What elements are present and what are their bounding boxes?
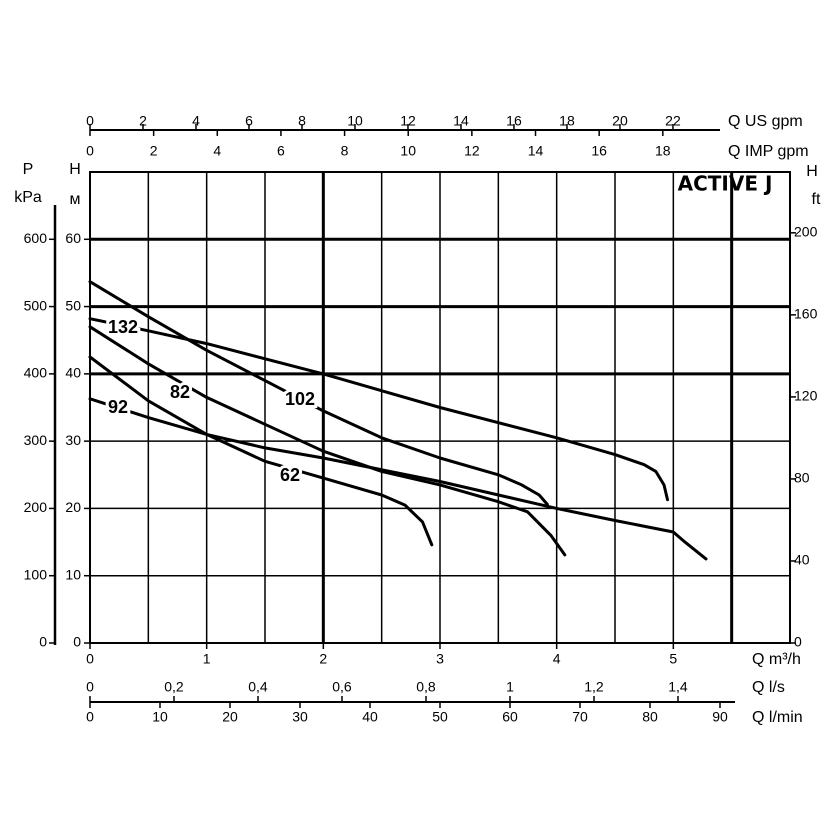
- top-tick-label: 20: [612, 113, 628, 129]
- bottom-tick-label: 70: [572, 709, 588, 725]
- bottom-tick-label: 1,2: [584, 679, 604, 695]
- y-tick-label: 30: [65, 432, 81, 448]
- y-axis-label: H: [69, 161, 81, 178]
- top-tick-label: 6: [245, 113, 253, 129]
- bottom-tick-label: 0: [86, 679, 94, 695]
- chart-title: ACTIVE J: [678, 172, 773, 196]
- pump-curve: [88, 355, 434, 547]
- y2-tick-label: 200: [794, 224, 818, 240]
- y2-axis-unit: ft: [812, 191, 821, 208]
- pressure-tick-label: 600: [24, 230, 48, 246]
- top-tick-label: 10: [400, 143, 416, 159]
- top-axis-label: Q IMP gpm: [728, 143, 809, 160]
- bottom-tick-label: 0,4: [248, 679, 268, 695]
- curve-label: 82: [170, 382, 190, 402]
- top-tick-label: 16: [506, 113, 522, 129]
- top-tick-label: 0: [86, 113, 94, 129]
- pressure-tick-label: 300: [24, 432, 48, 448]
- x-tick-label: 4: [553, 651, 561, 667]
- bottom-tick-label: 1: [506, 679, 514, 695]
- bottom-tick-label: 50: [432, 709, 448, 725]
- bottom-tick-label: 60: [502, 709, 518, 725]
- y-tick-label: 10: [65, 566, 81, 582]
- top-tick-label: 4: [192, 113, 200, 129]
- y2-tick-label: 160: [794, 306, 818, 322]
- top-tick-label: 14: [528, 143, 544, 159]
- top-tick-label: 4: [213, 143, 221, 159]
- pump-curve: [88, 325, 567, 557]
- y-tick-label: 0: [73, 634, 81, 650]
- top-tick-label: 8: [298, 113, 306, 129]
- top-tick-label: 18: [655, 143, 671, 159]
- x-tick-label: 0: [86, 651, 94, 667]
- top-tick-label: 2: [150, 143, 158, 159]
- y2-axis-label: H: [806, 163, 818, 180]
- pressure-axis-unit: kPa: [14, 189, 42, 206]
- curve-label: 132: [108, 317, 138, 337]
- curve-label: 102: [285, 389, 315, 409]
- bottom-tick-label: 0,2: [164, 679, 184, 695]
- pressure-tick-label: 100: [24, 566, 48, 582]
- x-axis-label: Q m³/h: [752, 651, 801, 668]
- bottom-axis-label: Q l/s: [752, 679, 785, 696]
- top-tick-label: 14: [453, 113, 469, 129]
- bottom-tick-label: 90: [712, 709, 728, 725]
- bottom-tick-label: 10: [152, 709, 168, 725]
- pressure-tick-label: 400: [24, 365, 48, 381]
- bottom-tick-label: 0,6: [332, 679, 352, 695]
- top-tick-label: 12: [400, 113, 416, 129]
- y-tick-label: 40: [65, 365, 81, 381]
- pressure-tick-label: 200: [24, 499, 48, 515]
- top-tick-label: 2: [139, 113, 147, 129]
- x-tick-label: 2: [319, 651, 327, 667]
- pressure-tick-label: 0: [39, 634, 47, 650]
- curve-label: 92: [108, 397, 128, 417]
- top-tick-label: 6: [277, 143, 285, 159]
- bottom-tick-label: 20: [222, 709, 238, 725]
- y-axis-unit: м: [70, 191, 81, 208]
- top-tick-label: 16: [591, 143, 607, 159]
- curve-label: 62: [280, 465, 300, 485]
- x-tick-label: 1: [203, 651, 211, 667]
- y-tick-label: 50: [65, 297, 81, 313]
- top-tick-label: 0: [86, 143, 94, 159]
- top-tick-label: 22: [665, 113, 681, 129]
- y2-tick-label: 80: [794, 470, 810, 486]
- top-tick-label: 8: [341, 143, 349, 159]
- pressure-axis-label: P: [23, 161, 34, 178]
- bottom-tick-label: 40: [362, 709, 378, 725]
- pump-curve: [88, 280, 549, 506]
- x-tick-label: 3: [436, 651, 444, 667]
- x-tick-label: 5: [669, 651, 677, 667]
- top-tick-label: 10: [347, 113, 363, 129]
- bottom-tick-label: 30: [292, 709, 308, 725]
- y2-tick-label: 40: [794, 552, 810, 568]
- top-axis-label: Q US gpm: [728, 113, 803, 130]
- bottom-tick-label: 0,8: [416, 679, 436, 695]
- top-tick-label: 12: [464, 143, 480, 159]
- y-tick-label: 60: [65, 230, 81, 246]
- bottom-tick-label: 1,4: [668, 679, 688, 695]
- bottom-tick-label: 0: [86, 709, 94, 725]
- y-tick-label: 20: [65, 499, 81, 515]
- top-tick-label: 18: [559, 113, 575, 129]
- pump-curve: [88, 397, 708, 561]
- pressure-tick-label: 500: [24, 297, 48, 313]
- y2-tick-label: 0: [794, 634, 802, 650]
- y2-tick-label: 120: [794, 388, 818, 404]
- bottom-tick-label: 80: [642, 709, 658, 725]
- bottom-axis-label: Q l/min: [752, 709, 803, 726]
